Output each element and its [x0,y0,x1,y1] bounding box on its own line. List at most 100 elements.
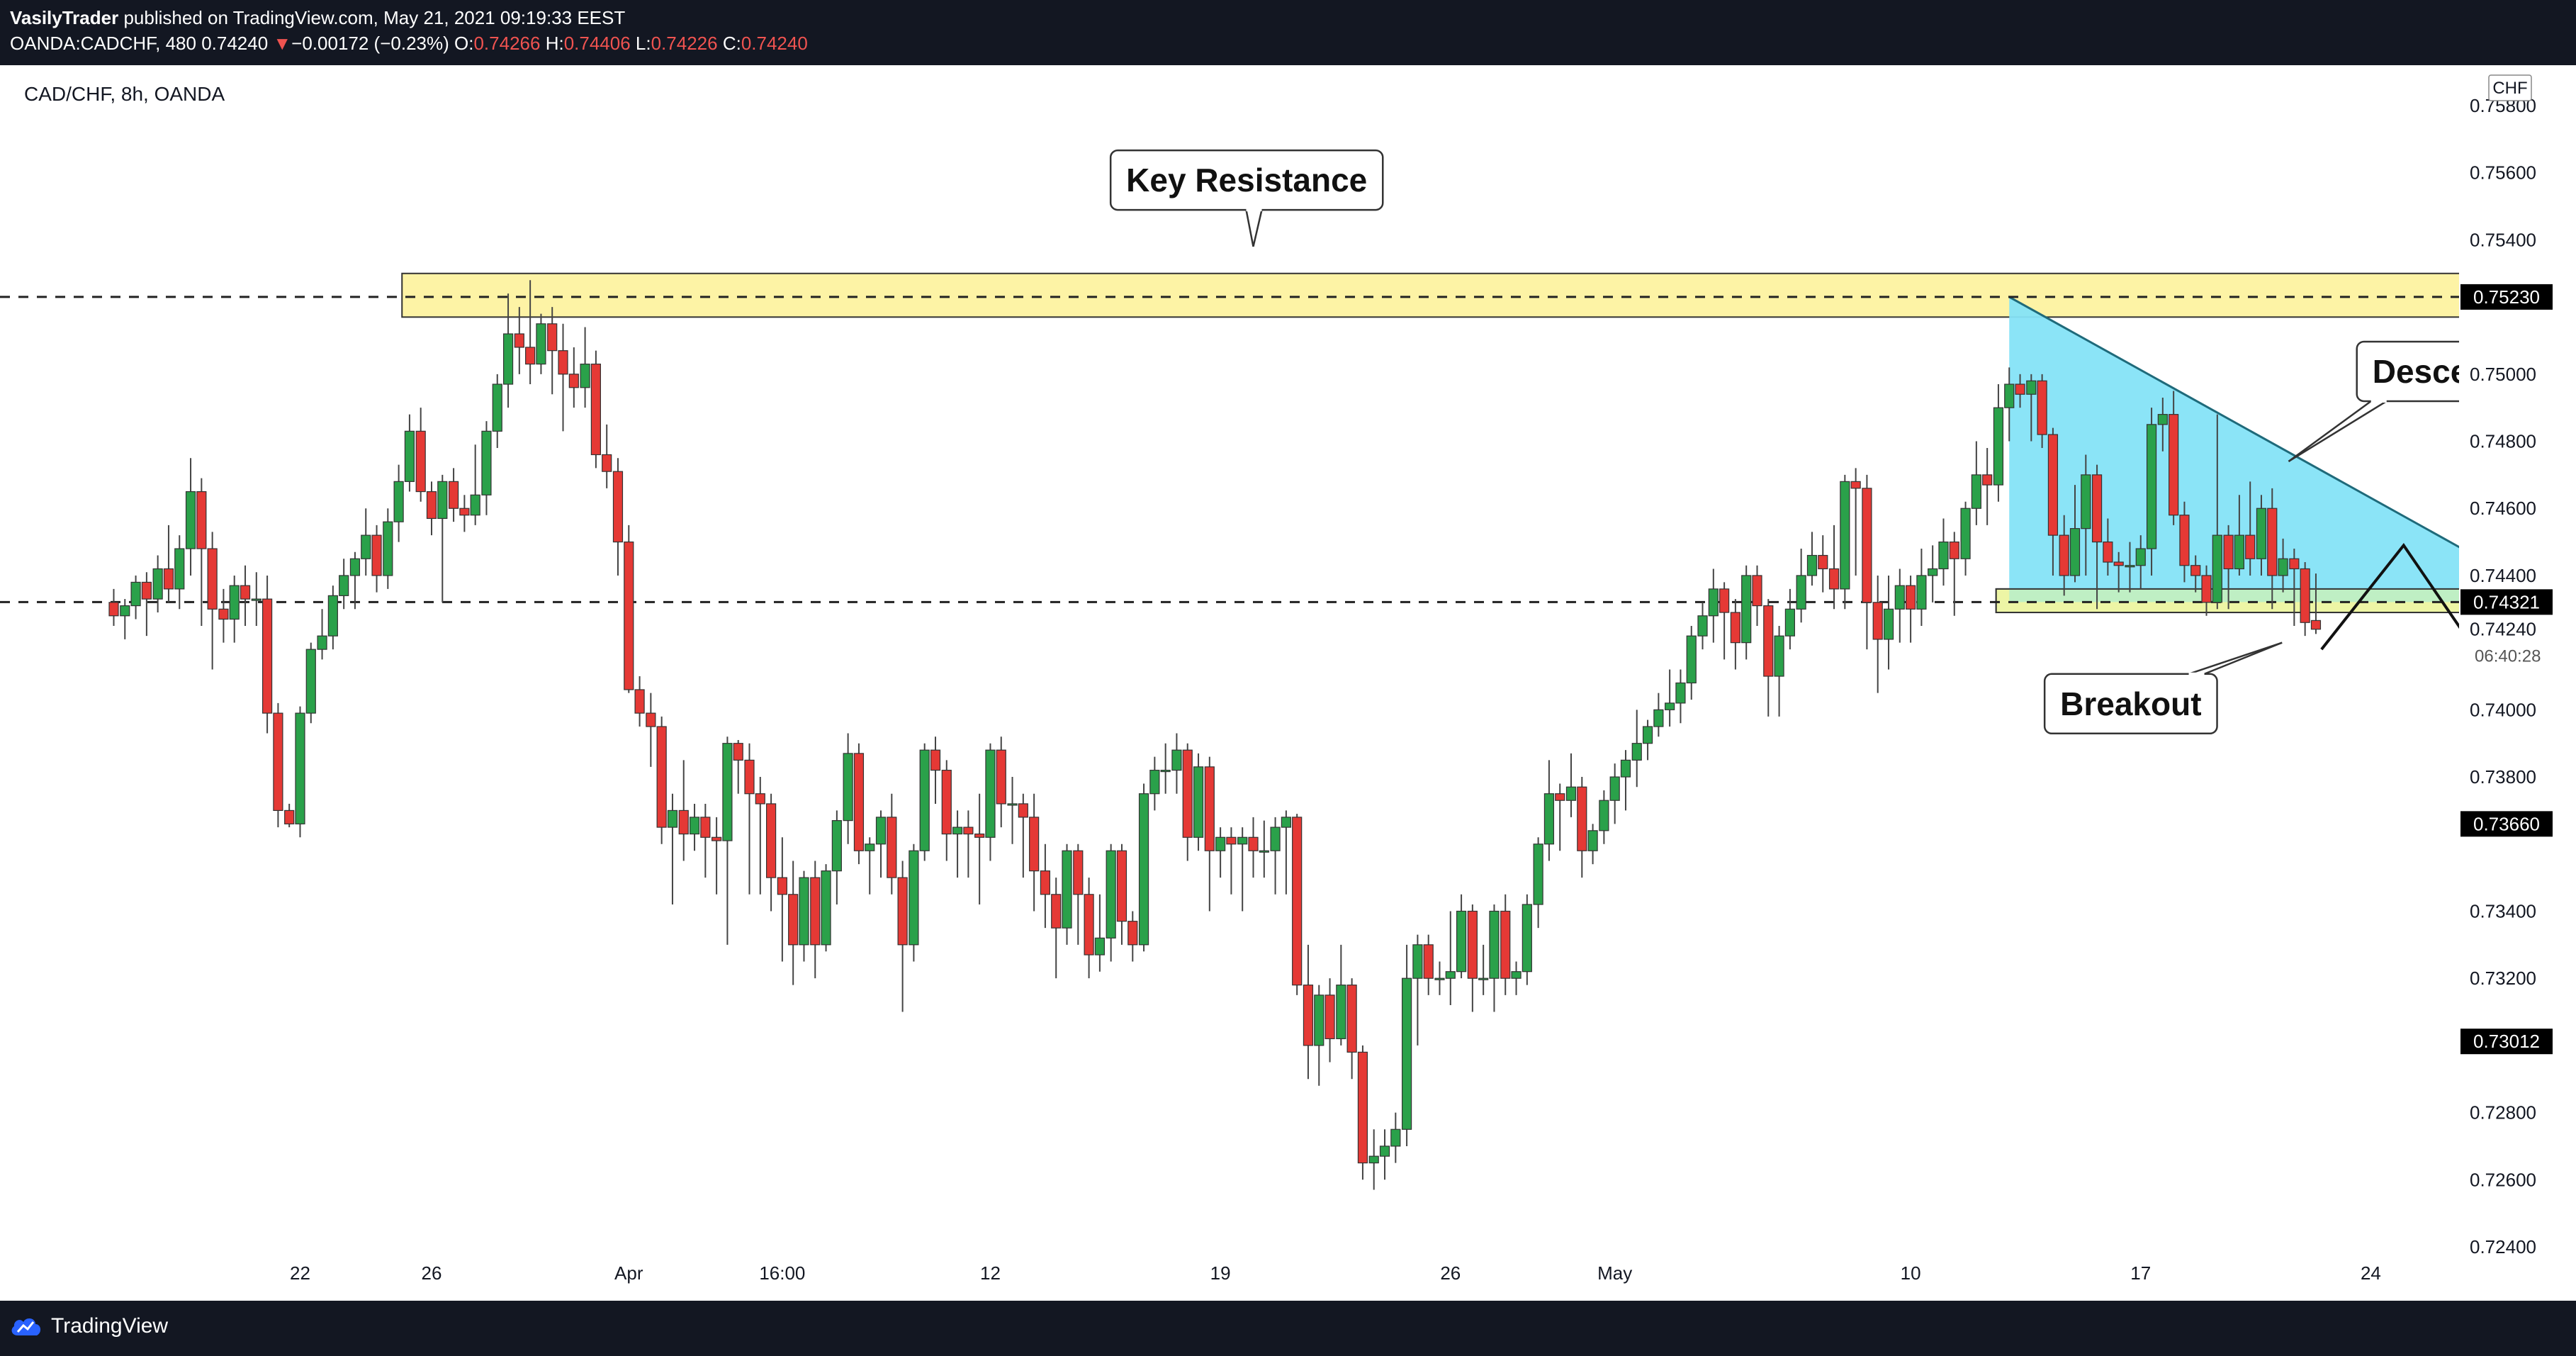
price-label-text: 0.73012 [2473,1031,2540,1052]
candle [1434,961,1445,995]
quote-line: OANDA:CADCHF, 480 0.74240 ▼−0.00172 (−0.… [10,33,808,55]
candle [1511,961,1522,995]
candle [2190,555,2201,593]
candle [1577,777,1587,878]
candle [1412,934,1423,1046]
candle [2278,538,2288,593]
candle-body [1818,554,1828,570]
candle-body [1357,1051,1368,1164]
candle [919,743,930,861]
candle [141,572,152,637]
price-label-box [2460,589,2553,615]
y-tick-label: 0.72600 [2470,1169,2536,1190]
candle [2004,367,2015,442]
candle-body [229,585,240,620]
candle [1193,753,1204,851]
candle-body [612,471,624,543]
candle-body [689,817,700,835]
annotation-callout: Descending Triangle [2288,340,2576,463]
candle-body [634,689,645,714]
candle-body [1368,1155,1379,1164]
y-tick-label: 0.75000 [2470,364,2536,385]
candle-body [985,749,996,838]
candle [229,575,240,643]
candle [1543,760,1555,861]
candle-body [141,581,152,600]
candle-body [897,877,908,946]
price-label-box [2460,1029,2553,1055]
candle-body [766,803,777,878]
candle-body [317,635,327,650]
candle-body [1587,830,1598,851]
candle-body [1784,608,1795,637]
candle-body [558,350,568,375]
y-tick-label: 0.74800 [2470,431,2536,452]
candle [590,350,602,469]
candle-body [2091,474,2103,543]
candle [777,837,787,962]
tradingview-cloud-icon [11,1318,41,1335]
candle [1237,827,1248,912]
candle [1346,978,1357,1080]
author-name[interactable]: VasilyTrader [10,7,119,28]
candle-body [1565,786,1577,801]
candle [2047,427,2059,576]
candle [963,810,974,878]
candle-body [1642,726,1653,744]
candle-body [1456,910,1467,973]
candle [383,508,393,589]
candle-body [2026,380,2037,395]
candle-body [295,712,305,824]
candle-body [1828,568,1840,590]
price-label-text: 0.74321 [2473,591,2540,612]
candle [766,793,777,912]
candle [2125,542,2135,593]
candle [174,535,185,610]
candle [1127,911,1138,962]
candle [1292,814,1303,995]
annotation-text: Descending Triangle [2373,353,2576,390]
candle [1336,944,1346,1046]
x-tick-label: 24 [2361,1262,2381,1284]
currency-badge [2488,74,2532,101]
projection-path [2320,542,2459,651]
candle [689,803,700,851]
candle-body [2125,565,2135,568]
candle [887,793,897,895]
candle [1171,733,1182,794]
zone-key-resistance [401,272,2459,318]
candle-body [383,521,393,576]
candle-body [1259,850,1269,853]
candle [339,559,349,610]
tradingview-logo[interactable]: TradingView [9,1313,168,1339]
candle [1796,549,1806,623]
currency-label: CHF [2492,79,2527,98]
candle-body [1336,985,1346,1040]
candle [1116,844,1127,945]
candle-body [262,598,273,714]
x-tick-label: 12 [980,1262,1001,1284]
x-tick-label: 22 [290,1262,310,1284]
candle-body [1982,474,1993,486]
candle [1565,753,1577,817]
x-tick-label: 19 [1210,1262,1231,1284]
candle-body [667,809,678,828]
candle [1555,783,1565,851]
open-label: O: [454,33,474,54]
candle [602,424,612,488]
candle [1872,575,1883,693]
candle [1697,602,1708,650]
candle [1620,750,1631,811]
candle [1281,810,1291,895]
candle-body [174,548,185,590]
candle-body [1324,994,1335,1040]
x-tick-label: Apr [614,1262,643,1284]
candle-body [1292,817,1303,986]
candle [996,736,1006,828]
candle [1675,669,1686,724]
candle [2157,397,2168,452]
candle [502,293,514,408]
candle-body [1599,800,1609,831]
